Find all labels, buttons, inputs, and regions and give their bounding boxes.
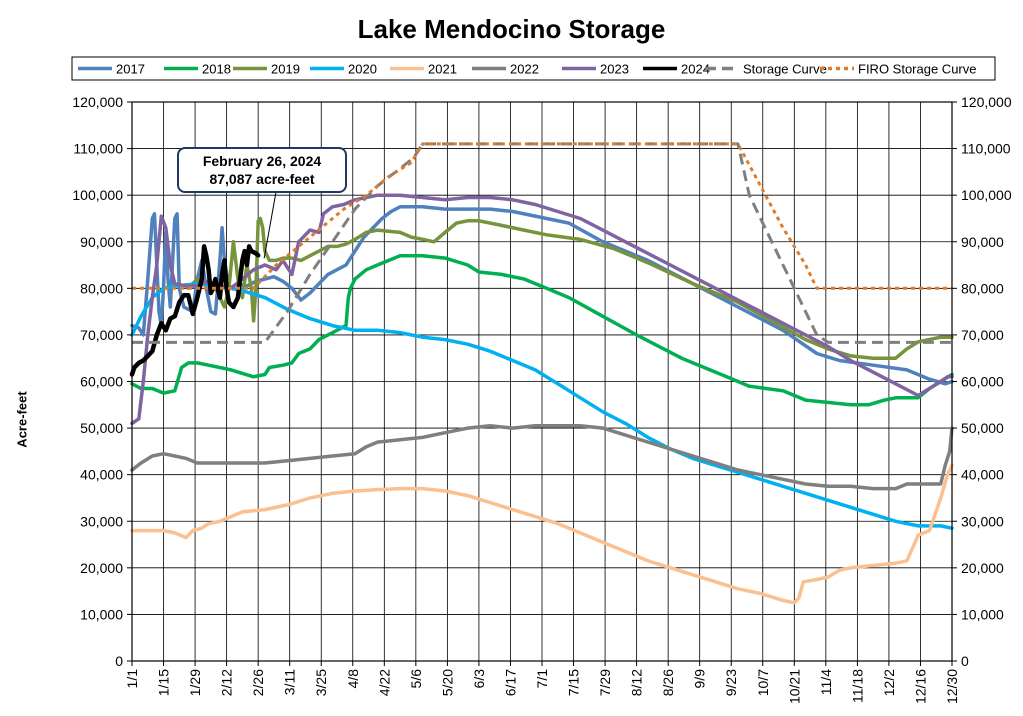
- x-tick-label: 10/7: [755, 669, 771, 696]
- x-tick-label: 9/23: [723, 669, 739, 696]
- y-tick-label-left: 20,000: [80, 560, 123, 576]
- series-line-2018: [130, 253, 954, 407]
- x-tick-label: 7/29: [597, 669, 613, 696]
- y-tick-label-right: 100,000: [961, 187, 1012, 203]
- x-tick-label: 6/3: [471, 669, 487, 689]
- series-layer: [129, 142, 954, 605]
- y-tick-label-right: 0: [961, 653, 969, 669]
- y-tick-label-right: 120,000: [961, 94, 1012, 110]
- y-tick-label-left: 10,000: [80, 606, 123, 622]
- axes: 0 0 10,000 10,000 20,000 20,000 30,000 30,000 40…: [72, 94, 1011, 704]
- y-tick-label-right: 50,000: [961, 420, 1004, 436]
- y-tick-label-left: 40,000: [80, 467, 123, 483]
- legend: 2017 2018 2019 2020 2021 2022 2023 2024 Storage …: [71, 56, 996, 81]
- legend-label: 2018: [202, 62, 231, 77]
- annotation-box: [177, 147, 347, 193]
- legend-label: 2017: [116, 62, 145, 77]
- series-line-2017: [130, 205, 954, 386]
- y-tick-label-right: 70,000: [961, 327, 1004, 343]
- y-tick-label-right: 80,000: [961, 280, 1004, 296]
- x-tick-label: 12/30: [944, 669, 960, 704]
- series-line-2024: [129, 244, 261, 377]
- y-tick-label-right: 60,000: [961, 374, 1004, 390]
- grid: [131, 101, 953, 662]
- y-tick-label-right: 40,000: [961, 467, 1004, 483]
- y-tick-label-left: 50,000: [80, 420, 123, 436]
- y-tick-label-left: 60,000: [80, 374, 123, 390]
- series-line-firo-storage-curve: [132, 142, 952, 290]
- x-tick-label: 6/17: [502, 669, 518, 696]
- annotation-leader: [263, 191, 277, 259]
- legend-label: 2024: [681, 62, 710, 77]
- legend-label: 2019: [271, 62, 300, 77]
- x-tick-label: 1/15: [156, 669, 172, 696]
- y-tick-label-left: 120,000: [72, 94, 123, 110]
- x-tick-label: 7/15: [566, 669, 582, 696]
- series-line-2022: [130, 424, 954, 491]
- x-tick-label: 2/26: [250, 669, 266, 696]
- y-tick-label-right: 110,000: [961, 141, 1011, 157]
- y-tick-label-right: 30,000: [961, 513, 1004, 529]
- x-tick-label: 5/6: [408, 669, 424, 689]
- series-line-2023: [130, 193, 954, 426]
- x-tick-label: 10/21: [786, 669, 802, 704]
- legend-label: FIRO Storage Curve: [858, 62, 977, 77]
- x-tick-label: 12/2: [881, 669, 897, 696]
- x-tick-label: 11/18: [849, 669, 865, 703]
- annotation-value: 87,087 acre-feet: [209, 171, 314, 187]
- y-tick-label-right: 20,000: [961, 560, 1004, 576]
- x-tick-label: 1/1: [124, 669, 140, 689]
- x-tick-label: 8/12: [629, 669, 645, 696]
- x-tick-label: 9/9: [692, 669, 708, 689]
- y-tick-label-left: 100,000: [72, 187, 123, 203]
- x-tick-label: 3/25: [313, 669, 329, 696]
- x-tick-label: 5/20: [439, 669, 455, 696]
- x-tick-label: 8/26: [660, 669, 676, 696]
- chart-title: Lake Mendocino Storage: [357, 14, 666, 44]
- legend-label: 2020: [348, 62, 377, 77]
- y-tick-label-left: 80,000: [80, 280, 123, 296]
- y-tick-label-left: 0: [115, 653, 123, 669]
- plot-border: [131, 101, 953, 662]
- legend-label: 2021: [428, 62, 457, 77]
- x-tick-label: 4/8: [345, 669, 361, 689]
- annotation: February 26, 2024 87,087 acre-feet: [177, 147, 347, 259]
- x-tick-label: 12/16: [912, 669, 928, 704]
- y-tick-label-right: 90,000: [961, 234, 1004, 250]
- series-line-2021: [130, 463, 954, 605]
- legend-label: 2022: [510, 62, 539, 77]
- series-line-2019: [186, 216, 954, 360]
- annotation-date: February 26, 2024: [203, 153, 322, 169]
- x-tick-label: 11/4: [818, 669, 834, 695]
- y-tick-label-right: 10,000: [961, 606, 1004, 622]
- x-tick-label: 7/1: [534, 669, 550, 689]
- legend-label: 2023: [600, 62, 629, 77]
- legend-box: [71, 56, 996, 81]
- series-line-storage-curve: [132, 142, 952, 344]
- y-tick-label-left: 30,000: [80, 513, 123, 529]
- y-tick-label-left: 90,000: [80, 234, 123, 250]
- x-tick-label: 3/11: [282, 669, 298, 695]
- y-tick-label-left: 110,000: [73, 141, 123, 157]
- y-tick-label-left: 70,000: [80, 327, 123, 343]
- legend-label: Storage Curve: [743, 62, 827, 77]
- x-tick-label: 2/12: [219, 669, 235, 696]
- x-tick-label: 1/29: [187, 669, 203, 696]
- x-tick-label: 4/22: [376, 669, 392, 696]
